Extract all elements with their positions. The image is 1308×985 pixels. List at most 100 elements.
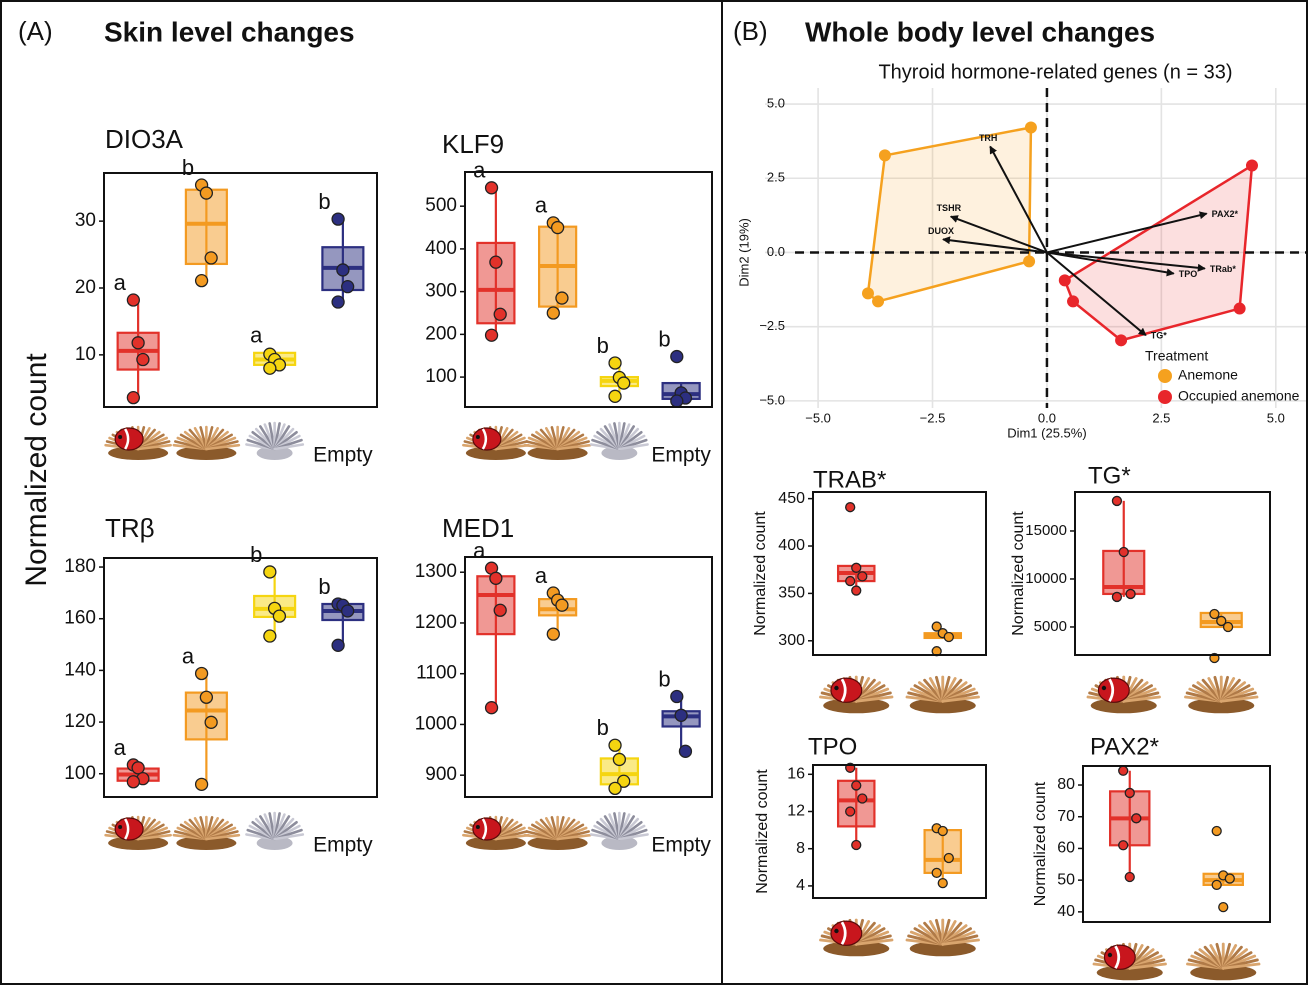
x-tick-label: 2.5 (1152, 410, 1170, 425)
data-point (671, 691, 683, 703)
data-point (337, 264, 349, 276)
loading-label: DUOX (928, 226, 954, 236)
y-tick-label: 50 (1057, 871, 1075, 888)
data-point (846, 503, 855, 512)
chart-title: TPO (808, 733, 857, 760)
y-tick-label: 10 (75, 344, 96, 365)
data-point (1059, 274, 1071, 286)
y-tick-label: 8 (796, 840, 805, 857)
data-point (332, 213, 344, 225)
chart-title: KLF9 (442, 129, 504, 159)
data-point (1224, 622, 1233, 631)
loading-label: PAX2* (1212, 209, 1239, 219)
y-tick-label: 12 (787, 803, 805, 820)
chart-subtitle: Thyroid hormone-related genes (n = 33) (878, 61, 1232, 83)
data-point (1246, 159, 1258, 171)
data-point (879, 149, 891, 161)
significance-letter: b (658, 666, 670, 691)
data-point (1125, 872, 1134, 881)
data-point (1112, 592, 1121, 601)
data-point (486, 702, 498, 714)
data-point (127, 294, 139, 306)
y-tick-label: 200 (425, 323, 457, 344)
legend-marker (1158, 390, 1172, 404)
y-tick-label: 100 (425, 366, 457, 387)
loading-label: TPO (1179, 269, 1198, 279)
significance-letter: b (597, 715, 609, 740)
data-point (852, 781, 861, 790)
legend-label: Occupied anemone (1178, 388, 1300, 404)
data-point (547, 307, 559, 319)
data-point (846, 577, 855, 586)
category-icon (106, 817, 171, 850)
data-point (1212, 827, 1221, 836)
significance-letter: a (114, 735, 127, 760)
category-icon (246, 423, 302, 460)
y-tick-label: 70 (1057, 808, 1075, 825)
loading-label: TSHR (937, 203, 962, 213)
data-point (872, 295, 884, 307)
category-icon (174, 817, 239, 850)
data-point (486, 182, 498, 194)
data-point (200, 187, 212, 199)
data-point (490, 572, 502, 584)
data-point (490, 256, 502, 268)
data-point (846, 807, 855, 816)
data-point (675, 709, 687, 721)
data-point (200, 691, 212, 703)
data-point (613, 753, 625, 765)
category-icon (106, 427, 171, 460)
chart-title: PAX2* (1090, 733, 1159, 760)
y-tick-label: 500 (425, 195, 457, 216)
data-point (196, 778, 208, 790)
y-tick-label: 30 (75, 210, 96, 231)
significance-letter: b (250, 542, 262, 567)
data-point (1219, 903, 1228, 912)
data-point (552, 222, 564, 234)
x-tick-label: 5.0 (1267, 410, 1285, 425)
data-point (486, 329, 498, 341)
data-point (137, 354, 149, 366)
icon-fish-eye (834, 686, 838, 690)
data-point (127, 776, 139, 788)
data-point (556, 599, 568, 611)
data-point (852, 563, 861, 572)
y-tick-label: 5000 (1034, 618, 1067, 635)
data-point (264, 362, 276, 374)
legend-marker (1158, 369, 1172, 383)
loading-label: TRab* (1210, 264, 1237, 274)
icon-fish-eye (1108, 953, 1112, 957)
y-tick-label: −5.0 (759, 392, 785, 407)
data-point (938, 827, 947, 836)
panel-title: Skin level changes (104, 16, 355, 47)
data-point (1119, 547, 1128, 556)
plot-frame (104, 558, 377, 797)
data-point (944, 854, 953, 863)
y-tick-label: 2.5 (767, 170, 785, 185)
data-point (932, 868, 941, 877)
data-point (1023, 255, 1035, 267)
data-point (609, 357, 621, 369)
data-point (273, 610, 285, 622)
category-icon (591, 813, 647, 850)
icon-fish-eye (118, 435, 122, 439)
y-tick-label: 450 (778, 490, 805, 507)
significance-letter: a (182, 643, 195, 668)
category-icon (591, 423, 647, 460)
category-icon (525, 817, 590, 850)
panel-title: Whole body level changes (805, 16, 1155, 47)
data-point (938, 879, 947, 888)
y-tick-label: 120 (64, 711, 96, 732)
data-point (1025, 121, 1037, 133)
data-point (1225, 874, 1234, 883)
data-point (1126, 589, 1135, 598)
significance-letter: b (597, 333, 609, 358)
y-tick-label: 20 (75, 277, 96, 298)
y-tick-label: 5.0 (767, 95, 785, 110)
data-point (618, 377, 630, 389)
x-tick-label: −2.5 (920, 410, 946, 425)
data-point (609, 390, 621, 402)
data-point (332, 296, 344, 308)
data-point (342, 281, 354, 293)
icon-fish-eye (476, 435, 480, 439)
